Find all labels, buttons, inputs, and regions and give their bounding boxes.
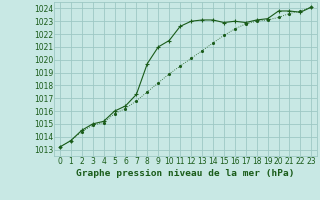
X-axis label: Graphe pression niveau de la mer (hPa): Graphe pression niveau de la mer (hPa) xyxy=(76,169,295,178)
